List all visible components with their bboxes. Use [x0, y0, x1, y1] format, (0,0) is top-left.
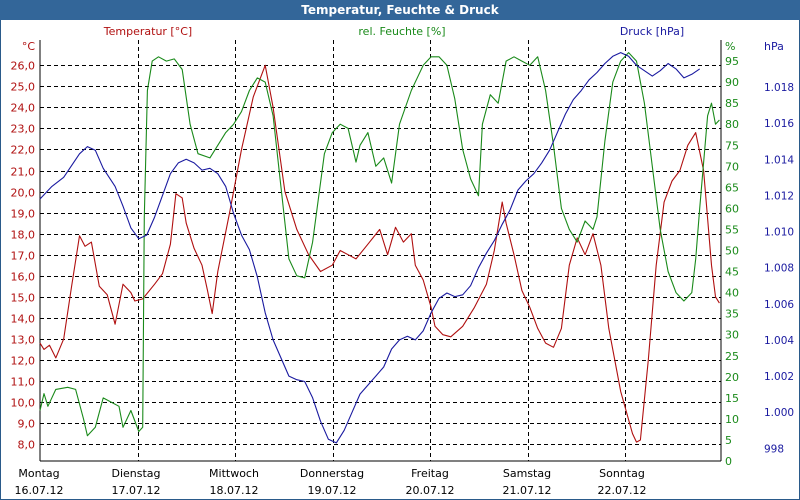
- pressure-series-line: [39, 52, 701, 444]
- humidity-tick-label: 50: [725, 245, 739, 258]
- humidity-tick-label: 20: [725, 371, 739, 384]
- day-label-weekday: Mittwoch: [209, 467, 259, 480]
- chart-title-bar: Temperatur, Feuchte & Druck: [0, 0, 800, 20]
- day-label-date: 18.07.12: [210, 484, 259, 497]
- temp-tick-label: 23,0: [11, 123, 36, 136]
- day-label-weekday: Samstag: [503, 467, 551, 480]
- pressure-tick-label: 1.012: [764, 190, 794, 202]
- humidity-tick-label: 70: [725, 160, 739, 173]
- temp-tick-label: 20,0: [11, 187, 36, 200]
- pressure-unit-label: hPa: [764, 40, 784, 53]
- temp-tick-label: 17,0: [11, 250, 36, 263]
- temp-tick-label: 16,0: [11, 271, 36, 284]
- day-label-weekday: Dienstag: [111, 467, 160, 480]
- pressure-tick-label: 1.016: [764, 118, 794, 130]
- humidity-axis-title: rel. Feuchte [%]: [358, 25, 445, 38]
- pressure-tick-label: 1.006: [764, 299, 794, 311]
- humidity-tick-label: 60: [725, 202, 739, 215]
- humidity-tick-label: 80: [725, 118, 739, 131]
- day-label-date: 20.07.12: [406, 484, 455, 497]
- temp-tick-label: 15,0: [11, 292, 36, 305]
- humidity-tick-label: 15: [725, 392, 739, 405]
- humidity-tick-label: 45: [725, 266, 739, 279]
- temp-tick-label: 19,0: [11, 208, 36, 221]
- humidity-tick-label: 30: [725, 329, 739, 342]
- humidity-tick-label: 65: [725, 181, 739, 194]
- day-label-date: 16.07.12: [15, 484, 64, 497]
- temp-tick-label: 9,0: [18, 418, 36, 431]
- pressure-tick-label: 1.018: [764, 82, 794, 94]
- pressure-tick-label: 1.014: [764, 154, 794, 166]
- day-label-weekday: Freitag: [411, 467, 449, 480]
- day-label-date: 17.07.12: [112, 484, 161, 497]
- temperature-unit-label: °C: [22, 40, 36, 53]
- pressure-tick-label: 1.004: [764, 335, 794, 347]
- day-label-date: 21.07.12: [503, 484, 552, 497]
- temp-tick-label: 25,0: [11, 81, 36, 94]
- temperature-axis-title: Temperatur [°C]: [103, 25, 192, 38]
- humidity-tick-label: 90: [725, 76, 739, 89]
- temp-tick-label: 14,0: [11, 313, 36, 326]
- day-label-weekday: Sonntag: [599, 467, 645, 480]
- humidity-unit-label: %: [725, 40, 735, 53]
- temp-tick-label: 10,0: [11, 397, 36, 410]
- pressure-tick-label: 1.010: [764, 227, 794, 239]
- humidity-tick-label: 75: [725, 139, 739, 152]
- humidity-tick-label: 10: [725, 413, 739, 426]
- temp-tick-label: 21,0: [11, 166, 36, 179]
- humidity-tick-label: 5: [725, 434, 732, 447]
- humidity-tick-label: 25: [725, 350, 739, 363]
- temp-tick-label: 11,0: [11, 376, 36, 389]
- pressure-tick-label: 1.002: [764, 371, 794, 383]
- humidity-series-line: [39, 52, 720, 437]
- humidity-tick-label: 95: [725, 55, 739, 68]
- temp-tick-label: 13,0: [11, 334, 36, 347]
- day-label-date: 19.07.12: [308, 484, 357, 497]
- temp-tick-label: 18,0: [11, 229, 36, 242]
- humidity-tick-label: 40: [725, 287, 739, 300]
- temp-tick-label: 12,0: [11, 355, 36, 368]
- pressure-axis-title: Druck [hPa]: [620, 25, 684, 38]
- temp-tick-label: 22,0: [11, 144, 36, 157]
- temperature-series-line: [39, 64, 720, 443]
- pressure-tick-label: 1.008: [764, 263, 794, 275]
- day-label-weekday: Donnerstag: [300, 467, 364, 480]
- pressure-tick-label: 998: [764, 443, 784, 455]
- day-label-weekday: Montag: [18, 467, 59, 480]
- pressure-tick-label: 1.000: [764, 407, 794, 419]
- humidity-tick-label: 55: [725, 223, 739, 236]
- humidity-tick-label: 0: [725, 455, 732, 468]
- temp-tick-label: 8,0: [18, 439, 36, 452]
- humidity-tick-label: 85: [725, 97, 739, 110]
- temp-tick-label: 24,0: [11, 102, 36, 115]
- day-label-date: 22.07.12: [598, 484, 647, 497]
- humidity-tick-label: 35: [725, 308, 739, 321]
- temp-tick-label: 26,0: [11, 60, 36, 73]
